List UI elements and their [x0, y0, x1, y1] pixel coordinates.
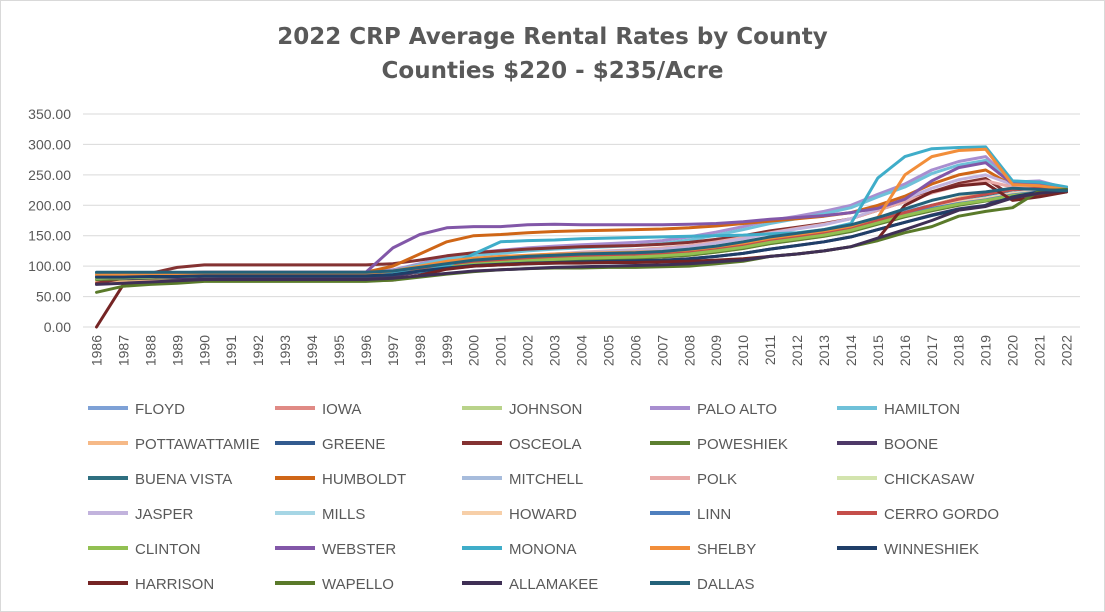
legend-label: LINN [697, 506, 731, 523]
legend-label: PALO ALTO [697, 401, 777, 418]
x-tick-label: 1993 [277, 335, 293, 366]
x-tick-label: 2008 [681, 335, 697, 366]
x-tick-label: 2022 [1059, 335, 1075, 366]
x-tick-label: 2010 [735, 335, 751, 366]
legend-label: WAPELLO [322, 576, 394, 593]
x-tick-label: 1991 [223, 335, 239, 366]
legend-label: MITCHELL [509, 471, 583, 488]
x-tick-label: 2013 [816, 335, 832, 366]
legend-label: JASPER [135, 506, 194, 523]
legend-label: HARRISON [135, 576, 214, 593]
x-tick-label: 1992 [250, 335, 266, 366]
x-tick-label: 2001 [493, 335, 509, 366]
x-tick-label: 2006 [627, 335, 643, 366]
y-tick-label: 50.00 [36, 289, 71, 305]
x-tick-label: 2012 [789, 335, 805, 366]
x-tick-label: 1995 [331, 335, 347, 366]
x-tick-label: 2016 [897, 335, 913, 366]
legend-label: MILLS [322, 506, 365, 523]
x-tick-label: 1997 [385, 335, 401, 366]
chart-subtitle: Counties $220 - $235/Acre [381, 58, 724, 84]
x-tick-label: 2009 [708, 335, 724, 366]
legend-label: POTTAWATTAMIE [135, 436, 260, 453]
x-tick-label: 2020 [1005, 335, 1021, 366]
x-tick-label: 1998 [412, 335, 428, 366]
x-tick-label: 2014 [843, 335, 859, 366]
legend-label: IOWA [322, 401, 361, 418]
x-tick-label: 1987 [115, 335, 131, 366]
y-tick-label: 150.00 [28, 228, 71, 244]
legend-label: SHELBY [697, 541, 756, 558]
legend-label: BOONE [884, 436, 938, 453]
legend-label: HOWARD [509, 506, 577, 523]
x-tick-label: 2000 [466, 335, 482, 366]
y-tick-label: 250.00 [28, 167, 71, 183]
x-tick-label: 1988 [142, 335, 158, 366]
legend-label: FLOYD [135, 401, 185, 418]
x-tick-label: 1996 [358, 335, 374, 366]
legend-label: BUENA VISTA [135, 471, 232, 488]
y-tick-label: 300.00 [28, 136, 71, 152]
legend-label: CERRO GORDO [884, 506, 999, 523]
legend-label: JOHNSON [509, 401, 582, 418]
x-tick-label: 1989 [169, 335, 185, 366]
legend-label: POLK [697, 471, 737, 488]
x-tick-label: 2018 [951, 335, 967, 366]
x-tick-label: 1990 [196, 335, 212, 366]
legend-label: WEBSTER [322, 541, 396, 558]
legend-label: ALLAMAKEE [509, 576, 598, 593]
x-tick-label: 1999 [439, 335, 455, 366]
x-tick-label: 2019 [978, 335, 994, 366]
x-tick-label: 2011 [762, 335, 778, 365]
x-tick-label: 2005 [600, 335, 616, 366]
x-tick-label: 2021 [1032, 335, 1048, 366]
x-tick-label: 1986 [88, 335, 104, 366]
x-tick-label: 2002 [520, 335, 536, 366]
legend-label: POWESHIEK [697, 436, 788, 453]
x-tick-label: 2003 [547, 335, 563, 366]
legend-label: HUMBOLDT [322, 471, 406, 488]
y-tick-label: 100.00 [28, 258, 71, 274]
legend-label: WINNESHIEK [884, 541, 979, 558]
y-tick-label: 0.00 [44, 319, 71, 335]
chart-title: 2022 CRP Average Rental Rates by County … [0, 20, 1105, 88]
x-tick-label: 2017 [924, 335, 940, 366]
x-tick-label: 1994 [304, 335, 320, 366]
series-line-allamakee [95, 189, 1068, 286]
legend-label: HAMILTON [884, 401, 960, 418]
x-tick-label: 2004 [574, 335, 590, 366]
legend-label: DALLAS [697, 576, 755, 593]
legend-label: CLINTON [135, 541, 201, 558]
x-tick-label: 2015 [870, 335, 886, 366]
chart-title-line1: 2022 CRP Average Rental Rates by County [277, 24, 828, 50]
legend-label: GREENE [322, 436, 385, 453]
legend-label: MONONA [509, 541, 577, 558]
y-tick-label: 200.00 [28, 197, 71, 213]
legend-label: CHICKASAW [884, 471, 975, 488]
series-line-dallas [95, 186, 1068, 274]
legend-label: OSCEOLA [509, 436, 582, 453]
x-tick-label: 2007 [654, 335, 670, 366]
y-tick-label: 350.00 [28, 106, 71, 122]
